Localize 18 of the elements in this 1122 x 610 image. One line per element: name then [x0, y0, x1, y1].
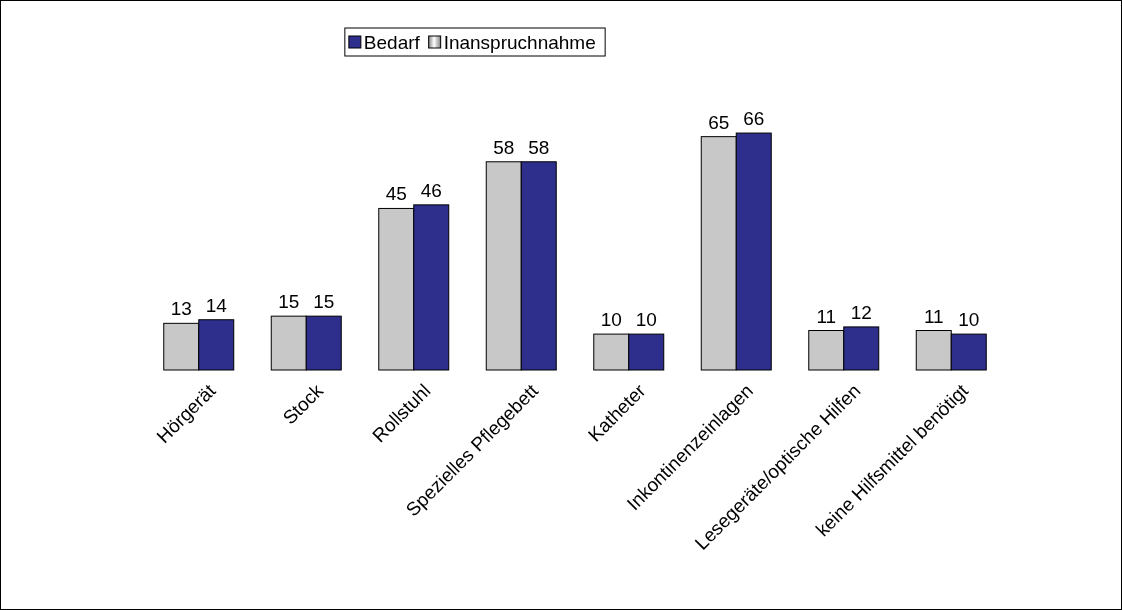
- data-label: 12: [850, 301, 872, 323]
- data-label: 46: [420, 179, 442, 201]
- data-label: 58: [493, 136, 515, 158]
- data-label: 11: [923, 305, 944, 327]
- data-label: 11: [816, 305, 837, 327]
- data-label: 65: [708, 111, 730, 133]
- data-label: 58: [528, 136, 550, 158]
- data-label: 10: [958, 309, 980, 331]
- data-label: 10: [600, 309, 622, 331]
- data-label: 14: [205, 294, 228, 316]
- data-label: 15: [278, 291, 300, 313]
- data-label: 15: [313, 291, 335, 313]
- data-label: 13: [170, 298, 192, 320]
- data-label: 66: [743, 108, 765, 130]
- data-label: 10: [635, 309, 657, 331]
- legend-label: Bedarf: [363, 32, 421, 53]
- data-label: 45: [385, 183, 407, 205]
- legend-label: Inanspruchnahme: [443, 32, 596, 53]
